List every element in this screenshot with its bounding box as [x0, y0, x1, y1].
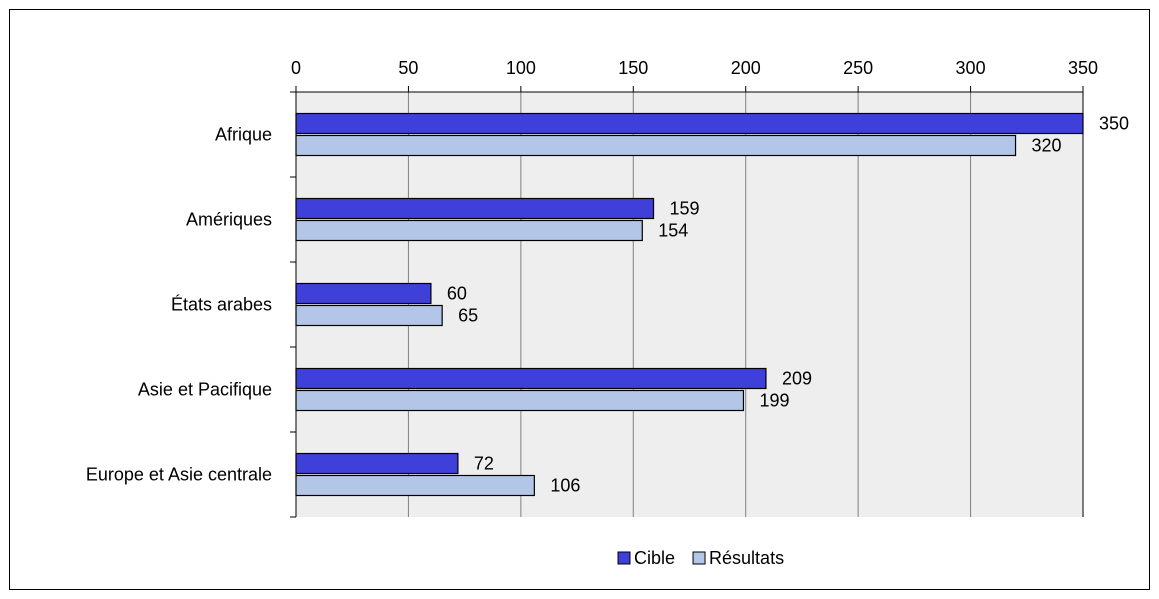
legend: Cible Résultats: [617, 548, 784, 568]
bar-resultats-europe-et-asie-centrale: [295, 474, 535, 497]
plot-background: [296, 92, 1083, 517]
legend-swatch-resultats: [692, 551, 706, 565]
data-label-resultats-europe-et-asie-centrale: 106: [550, 476, 580, 496]
bar-resultats-etats-arabes: [295, 304, 443, 327]
x-tick-label: 250: [843, 58, 873, 78]
category-label-afrique: Afrique: [215, 125, 272, 145]
x-tick-label: 300: [956, 58, 986, 78]
data-label-cible-asie-et-pacifique: 209: [782, 369, 812, 389]
category-label-europe-et-asie-centrale: Europe et Asie centrale: [86, 465, 272, 485]
bar-resultats-ameriques: [295, 219, 643, 242]
data-label-resultats-ameriques: 154: [658, 221, 688, 241]
x-tick-label: 200: [731, 58, 761, 78]
x-tick-label: 100: [506, 58, 536, 78]
axes: [290, 86, 1084, 518]
category-label-asie-et-pacifique: Asie et Pacifique: [138, 380, 272, 400]
bars: [295, 112, 1084, 497]
legend-swatch-cible: [617, 551, 631, 565]
data-label-resultats-asie-et-pacifique: 199: [759, 391, 789, 411]
bar-resultats-asie-et-pacifique: [295, 389, 745, 412]
data-label-cible-europe-et-asie-centrale: 72: [474, 454, 494, 474]
labels: 0 50 100 150 200 250 300 350 350 320 Afrique 159154…: [86, 58, 1129, 496]
bar-cible-afrique: [295, 112, 1084, 135]
category-label-etats-arabes: États arabes: [171, 295, 272, 315]
category-label-ameriques: Amériques: [186, 210, 272, 230]
legend-label-resultats: Résultats: [709, 548, 784, 568]
bar-cible-europe-et-asie-centrale: [295, 452, 459, 475]
data-label-resultats-etats-arabes: 65: [458, 306, 478, 326]
bar-cible-asie-et-pacifique: [295, 367, 767, 390]
data-label-cible-afrique: 350: [1099, 114, 1129, 134]
data-label-resultats-afrique: 320: [1032, 136, 1062, 156]
plot-area: [296, 92, 1083, 517]
x-tick-label: 350: [1068, 58, 1098, 78]
bar-cible-etats-arabes: [295, 282, 432, 305]
legend-label-cible: Cible: [634, 548, 675, 568]
x-tick-label: 50: [398, 58, 418, 78]
data-label-cible-ameriques: 159: [670, 199, 700, 219]
bar-resultats-afrique: [295, 134, 1017, 157]
x-tick-label: 150: [618, 58, 648, 78]
bar-cible-ameriques: [295, 197, 655, 220]
data-label-cible-etats-arabes: 60: [447, 284, 467, 304]
x-tick-label: 0: [291, 58, 301, 78]
